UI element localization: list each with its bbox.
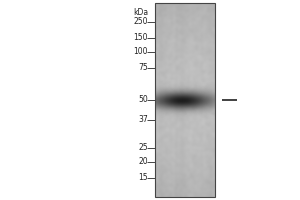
Text: 37: 37: [138, 116, 148, 124]
Text: 20: 20: [138, 158, 148, 166]
Text: 75: 75: [138, 64, 148, 72]
Text: 50: 50: [138, 96, 148, 104]
Text: 250: 250: [134, 18, 148, 26]
Bar: [155, 3, 215, 197]
Text: 25: 25: [138, 144, 148, 152]
Text: kDa: kDa: [133, 8, 148, 17]
Text: 100: 100: [134, 47, 148, 56]
Text: 15: 15: [138, 173, 148, 182]
Text: 150: 150: [134, 33, 148, 43]
